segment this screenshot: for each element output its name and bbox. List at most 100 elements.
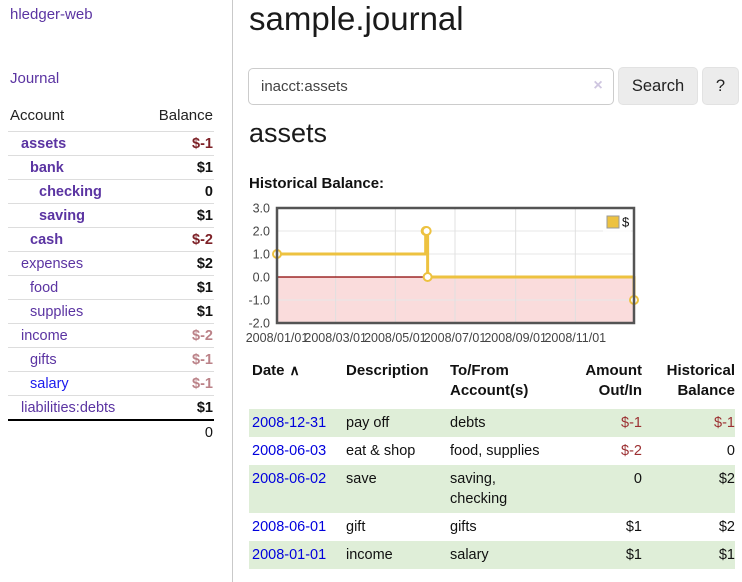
svg-text:2008/09/01: 2008/09/01 [484, 331, 547, 345]
register-table: Date ∧ Description To/From Account(s) Amount O… [249, 361, 735, 569]
account-link[interactable]: gifts [30, 351, 57, 368]
register-column-header: Description [346, 362, 429, 379]
account-row: salary $-1 [8, 371, 214, 395]
account-column-header: Account [10, 107, 65, 124]
account-balance: $-2 [192, 231, 213, 248]
search-input[interactable] [248, 68, 614, 105]
clear-search-icon[interactable]: × [593, 77, 603, 94]
transaction-description: pay off [346, 414, 390, 431]
account-balance: $1 [196, 159, 213, 176]
transaction-accounts: debts [450, 414, 486, 431]
transaction-row: 2008-06-02 save saving, checking 0 $2 [249, 464, 735, 513]
transaction-balance: $2 [718, 518, 735, 535]
account-heading: assets [249, 118, 328, 148]
accounts-table: Account Balance assets $-1 bank $1 checking 0… [8, 104, 214, 445]
app-brand-link[interactable]: hledger-web [10, 6, 93, 23]
transaction-row: 2008-01-01 income salary $1 $1 [249, 540, 735, 569]
transaction-date-link[interactable]: 2008-12-31 [252, 414, 327, 431]
accounts-rows: assets $-1 bank $1 checking 0 saving $1 cash $-2 e… [8, 131, 214, 419]
transaction-balance: 0 [726, 442, 735, 459]
svg-text:$: $ [622, 215, 630, 230]
account-link[interactable]: cash [30, 231, 64, 248]
account-link[interactable]: saving [39, 207, 85, 224]
accounts-table-header: Account Balance [8, 104, 214, 131]
transaction-balance: $1 [718, 546, 735, 563]
transaction-row: 2008-06-03 eat & shop food, supplies $-2 0 [249, 437, 735, 465]
account-link[interactable]: bank [30, 159, 64, 176]
transaction-accounts: saving, checking [450, 470, 508, 507]
account-row: bank $1 [8, 155, 214, 179]
sidebar-item-journal[interactable]: Journal [10, 70, 60, 87]
account-link[interactable]: liabilities:debts [21, 399, 116, 416]
account-row: income $-2 [8, 323, 214, 347]
account-link[interactable]: checking [39, 183, 102, 200]
register-column-header: Historical Balance [666, 362, 735, 400]
svg-text:0.0: 0.0 [253, 271, 270, 285]
transaction-description: eat & shop [346, 442, 416, 459]
transaction-amount: $-2 [621, 442, 642, 459]
account-link[interactable]: expenses [21, 255, 84, 272]
account-row: cash $-2 [8, 227, 214, 251]
transaction-row: 2008-06-01 gift gifts $1 $2 [249, 513, 735, 541]
transaction-amount: $1 [625, 518, 642, 535]
account-balance: $1 [196, 399, 213, 416]
account-balance: $-1 [192, 351, 213, 368]
account-link[interactable]: supplies [30, 303, 84, 320]
account-row: assets $-1 [8, 131, 214, 155]
transaction-date-link[interactable]: 2008-06-03 [252, 442, 327, 459]
account-balance: $-1 [192, 375, 213, 392]
account-row: food $1 [8, 275, 214, 299]
register-header-row: Date ∧ Description To/From Account(s) Amount O… [249, 361, 735, 409]
transaction-accounts: food, supplies [450, 442, 540, 459]
svg-text:-1.0: -1.0 [248, 294, 270, 308]
transaction-accounts: gifts [450, 518, 477, 535]
historical-balance-chart: 3.0 2.0 1.0 0.0 -1.0 -2.02008/01/012008/03/01… [246, 202, 639, 345]
transaction-amount: 0 [633, 470, 642, 487]
register-column-header[interactable]: Date ∧ [252, 362, 300, 379]
account-row: saving $1 [8, 203, 214, 227]
register-column-header: To/From Account(s) [450, 362, 529, 400]
svg-text:2008/05/01: 2008/05/01 [364, 331, 427, 345]
account-link[interactable]: salary [30, 375, 69, 392]
svg-text:3.0: 3.0 [253, 202, 270, 216]
account-row: liabilities:debts $1 [8, 395, 214, 419]
transaction-description: income [346, 546, 393, 563]
page-title: sample.journal [249, 0, 464, 37]
account-row: checking 0 [8, 179, 214, 203]
account-link[interactable]: food [30, 279, 59, 296]
account-balance: 0 [204, 183, 213, 200]
accounts-total: 0 [8, 419, 214, 445]
svg-text:2.0: 2.0 [253, 225, 270, 239]
balance-column-header: Balance [158, 107, 213, 124]
account-link[interactable]: assets [21, 135, 67, 152]
account-row: supplies $1 [8, 299, 214, 323]
account-row: expenses $2 [8, 251, 214, 275]
help-button[interactable]: ? [702, 67, 739, 105]
svg-text:2008/07/01: 2008/07/01 [424, 331, 487, 345]
sort-ascending-icon: ∧ [289, 362, 300, 378]
transaction-date-link[interactable]: 2008-06-01 [252, 518, 327, 535]
account-balance: $1 [196, 207, 213, 224]
svg-text:2008/11/01: 2008/11/01 [544, 331, 606, 345]
account-row: gifts $-1 [8, 347, 214, 371]
transaction-description: save [346, 470, 377, 487]
account-balance: $-2 [192, 327, 213, 344]
transaction-date-link[interactable]: 2008-01-01 [252, 546, 327, 563]
transaction-row: 2008-12-31 pay off debts $-1 $-1 [249, 408, 735, 437]
register-column-header: Amount Out/In [585, 362, 642, 400]
svg-text:2008/03/01: 2008/03/01 [304, 331, 367, 345]
chart-title: Historical Balance: [249, 175, 385, 192]
transaction-date-link[interactable]: 2008-06-02 [252, 470, 327, 487]
account-balance: $1 [196, 303, 213, 320]
account-link[interactable]: income [21, 327, 68, 344]
svg-text:-2.0: -2.0 [248, 317, 270, 331]
transaction-amount: $-1 [621, 414, 642, 431]
account-balance: $-1 [192, 135, 213, 152]
transaction-description: gift [346, 518, 366, 535]
sidebar: hledger-web Journal Account Balance asse… [0, 0, 233, 582]
transaction-balance: $-1 [714, 414, 735, 431]
search-button[interactable]: Search [618, 67, 698, 105]
transaction-balance: $2 [718, 470, 735, 487]
transaction-amount: $1 [625, 546, 642, 563]
